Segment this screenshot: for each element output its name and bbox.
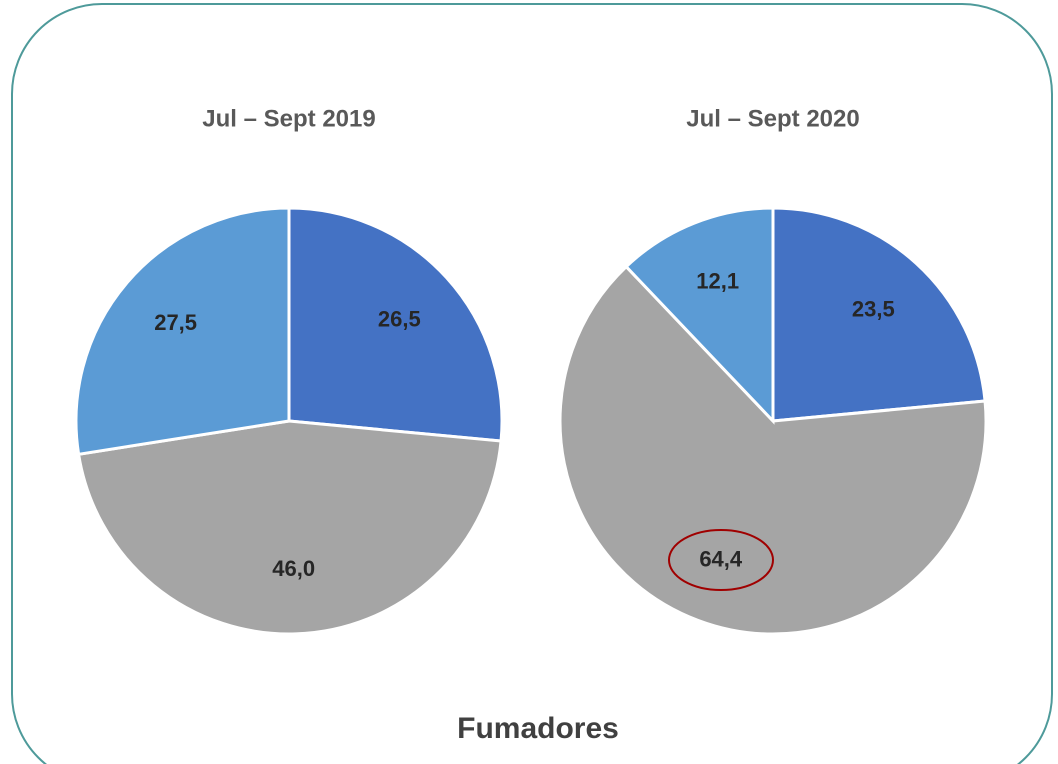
- pie-slice: [74, 206, 291, 457]
- data-label: 27,5: [154, 310, 197, 335]
- pie-slice: [558, 264, 988, 636]
- data-label: 46,0: [272, 556, 315, 581]
- caption: Fumadores: [457, 712, 619, 745]
- chart-title: Jul – Sept 2020: [686, 105, 859, 132]
- highlight-ellipse: [668, 529, 774, 591]
- pie-slice: [76, 419, 503, 636]
- pie-slice: [287, 206, 504, 443]
- data-label: 26,5: [378, 306, 421, 331]
- pie-slice: [624, 206, 775, 425]
- chart-title: Jul – Sept 2019: [202, 105, 375, 132]
- data-label: 23,5: [852, 297, 895, 322]
- data-label: 64,4: [699, 546, 743, 571]
- pie-slice: [771, 206, 987, 423]
- data-label: 12,1: [696, 268, 739, 293]
